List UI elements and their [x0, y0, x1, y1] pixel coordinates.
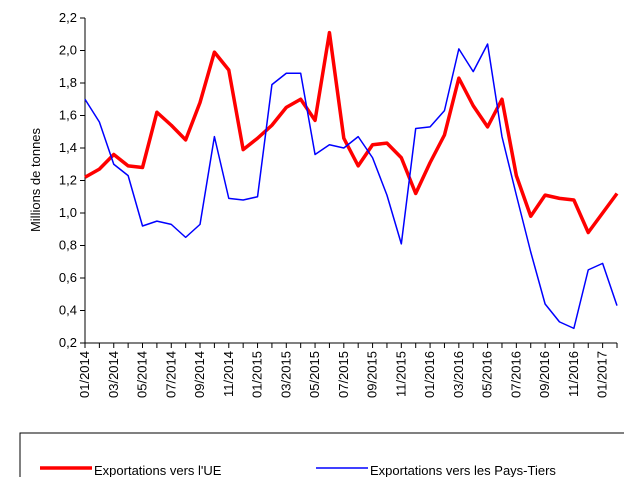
legend-label: Exportations vers l'UE [94, 463, 222, 477]
y-tick-label: 1,2 [59, 173, 77, 188]
series-line [84, 30, 619, 235]
y-axis-label: Millions de tonnes [28, 127, 43, 232]
x-tick-label: 05/2016 [480, 351, 495, 398]
y-tick-label: 0,6 [59, 270, 77, 285]
x-tick-label: 11/2014 [221, 351, 236, 397]
legend-box [19, 432, 624, 477]
y-tick-label: 0,2 [59, 335, 77, 350]
x-tick-label: 07/2016 [508, 351, 523, 398]
y-tick-label: 0,4 [59, 303, 77, 318]
x-tick-label: 03/2016 [451, 351, 466, 398]
x-tick-label: 01/2017 [595, 351, 610, 398]
x-tick-label: 09/2016 [537, 351, 552, 398]
x-tick-label: 11/2016 [566, 351, 581, 397]
x-tick-label: 09/2014 [192, 351, 207, 398]
x-tick-label: 01/2014 [77, 351, 92, 398]
x-tick-label: 07/2015 [336, 351, 351, 398]
x-tick-label: 05/2014 [135, 351, 150, 398]
y-tick-label: 1,8 [59, 75, 77, 90]
legend-label: Exportations vers les Pays-Tiers [370, 463, 556, 477]
y-tick-label: 1,4 [59, 140, 77, 155]
x-tick-label: 05/2015 [307, 351, 322, 398]
y-tick-label: 2,2 [59, 10, 77, 25]
x-tick-label: 03/2015 [278, 351, 293, 398]
y-tick-label: 1,6 [59, 108, 77, 123]
x-tick-label: 11/2015 [393, 351, 408, 397]
y-tick-label: 2,0 [59, 43, 77, 58]
x-tick-label: 07/2014 [163, 351, 178, 398]
series-line [84, 43, 618, 330]
x-tick-label: 03/2014 [106, 351, 121, 398]
y-tick-label: 0,8 [59, 238, 77, 253]
x-tick-label: 01/2016 [422, 351, 437, 398]
x-tick-label: 01/2015 [250, 351, 265, 398]
y-tick-label: 1,0 [59, 205, 77, 220]
x-tick-label: 09/2015 [365, 351, 380, 398]
